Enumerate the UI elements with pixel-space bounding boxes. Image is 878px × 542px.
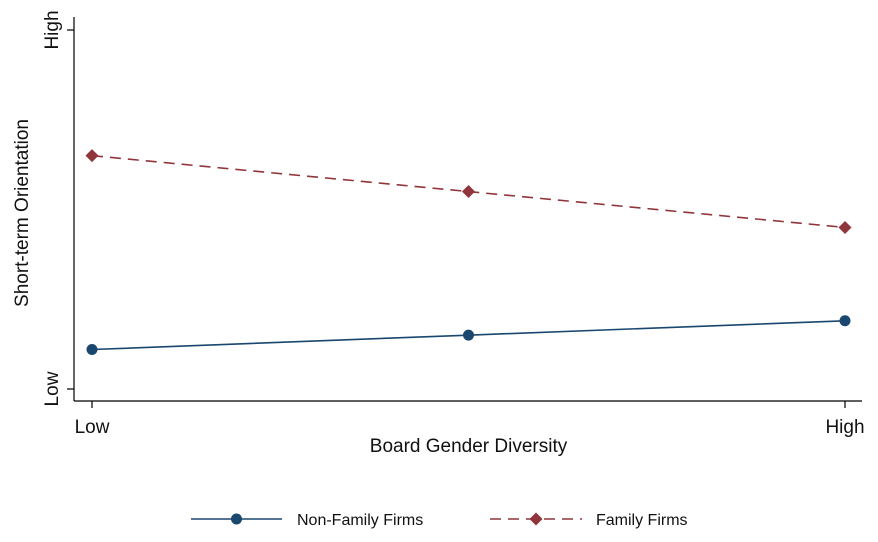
series-non-family-firms bbox=[86, 315, 851, 356]
data-point-family-firms bbox=[462, 185, 475, 199]
legend-label: Non-Family Firms bbox=[297, 512, 423, 529]
data-point-non-family-firms bbox=[463, 329, 474, 341]
data-point-non-family-firms bbox=[86, 344, 98, 356]
legend-label: Family Firms bbox=[596, 512, 688, 529]
axes bbox=[73, 17, 862, 402]
x-tick-label: High bbox=[825, 417, 864, 438]
x-axis-title: Board Gender Diversity bbox=[370, 436, 568, 457]
data-point-family-firms bbox=[838, 220, 852, 234]
y-tick-label: Low bbox=[42, 371, 63, 406]
x-tick-label: Low bbox=[75, 417, 110, 438]
series-family-firms bbox=[85, 149, 852, 234]
legend-item-family-firms: Family Firms bbox=[490, 512, 688, 529]
x-axis-ticks: Low High bbox=[75, 401, 865, 438]
legend-marker-sample bbox=[231, 513, 242, 525]
y-tick-label: High bbox=[42, 10, 63, 49]
legend-marker-sample bbox=[529, 512, 543, 526]
legend-item-non-family-firms: Non-Family Firms bbox=[191, 512, 423, 529]
y-axis-title: Short-term Orientation bbox=[12, 119, 33, 307]
plot-series bbox=[85, 149, 852, 356]
data-point-family-firms bbox=[85, 149, 99, 163]
data-point-non-family-firms bbox=[839, 315, 851, 327]
legend: Non-Family Firms Family Firms bbox=[191, 512, 688, 529]
y-axis-ticks: Low High bbox=[42, 10, 74, 406]
